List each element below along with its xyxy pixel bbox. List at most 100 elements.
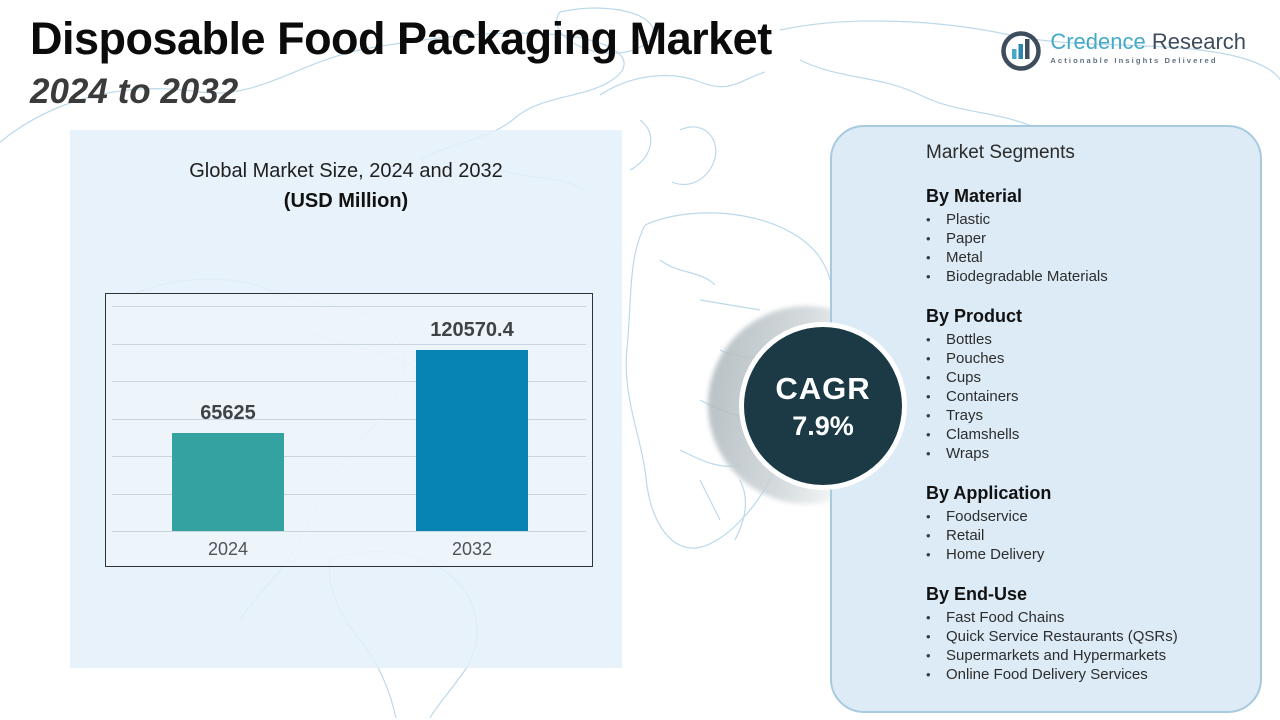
- segment-item: • Pouches: [926, 349, 1242, 368]
- logo-name: Credence Research: [1050, 30, 1246, 54]
- market-size-panel: Global Market Size, 2024 and 2032 (USD M…: [70, 130, 622, 668]
- segment-item-label: Trays: [946, 407, 983, 424]
- segment-heading: By End-Use: [926, 584, 1028, 604]
- segment-item-label: Plastic: [946, 211, 991, 228]
- segment-item-label: Quick Service Restaurants (QSRs): [946, 628, 1178, 645]
- logo-name-secondary: Research: [1151, 29, 1246, 54]
- segment-item-label: Paper: [946, 230, 987, 247]
- bullet-icon: •: [926, 610, 931, 625]
- segment-section: By Material • Plastic • Paper • Metal • Biodegra…: [926, 185, 1242, 286]
- map-africa: [625, 212, 835, 549]
- map-greenland: [556, 7, 654, 54]
- bullet-icon: •: [926, 212, 931, 227]
- gridline: [112, 456, 586, 457]
- bullet-icon: •: [926, 408, 931, 423]
- bar-2024: [172, 433, 284, 531]
- bar-chart: 65625 2024 120570.4 2032: [105, 293, 593, 567]
- segment-heading: By Application: [926, 483, 1052, 503]
- chart-plot: 65625 2024 120570.4 2032: [106, 294, 592, 566]
- segment-item: • Bottles: [926, 330, 1242, 349]
- bullet-icon: •: [926, 351, 931, 366]
- segment-item: • Containers: [926, 387, 1242, 406]
- cagr-label: CAGR: [775, 370, 871, 406]
- segment-item-label: Pouches: [946, 350, 1005, 367]
- gridline: [112, 343, 586, 345]
- segment-item-label: Cups: [946, 369, 982, 386]
- segment-item: • Trays: [926, 406, 1242, 425]
- logo-text: Credence Research Actionable Insights De…: [1050, 30, 1246, 66]
- bullet-icon: •: [926, 231, 931, 246]
- gridline: [112, 531, 586, 532]
- logo-name-primary: Credence: [1050, 29, 1146, 54]
- bullet-icon: •: [926, 370, 931, 385]
- segment-item-label: Supermarkets and Hypermarkets: [946, 647, 1167, 664]
- bullet-icon: •: [926, 269, 931, 284]
- x-axis-label: 2032: [451, 539, 493, 559]
- segment-item: • Paper: [926, 229, 1242, 248]
- cagr-badge: CAGR 7.9%: [739, 322, 907, 490]
- market-segments-panel: Market Segments By Material • Plastic • Pape…: [830, 125, 1262, 713]
- bar-2032: [416, 350, 528, 531]
- segment-item-label: Online Food Delivery Services: [946, 666, 1148, 683]
- gridline: [112, 306, 586, 307]
- map-north-america: [0, 32, 625, 161]
- segment-item: • Plastic: [926, 210, 1242, 229]
- segment-item-label: Biodegradable Materials: [946, 268, 1108, 285]
- segments-title: Market Segments: [926, 142, 1075, 163]
- bar-value-label: 65625: [200, 402, 256, 424]
- map-europe: [599, 71, 766, 186]
- segment-item-label: Fast Food Chains: [946, 609, 1065, 626]
- logo-tagline: Actionable Insights Delivered: [1050, 56, 1218, 65]
- segment-section: By End-Use • Fast Food Chains • Quick Servic…: [926, 583, 1242, 684]
- segment-item: • Biodegradable Materials: [926, 267, 1242, 286]
- gridline: [112, 493, 586, 495]
- page-title: Disposable Food Packaging Market: [30, 13, 772, 64]
- segment-item: • Home Delivery: [926, 545, 1242, 564]
- segment-item-label: Bottles: [946, 331, 992, 348]
- gridline: [112, 381, 586, 382]
- segment-section: By Application • Foodservice • Retail • Home D…: [926, 482, 1242, 564]
- segment-item-label: Metal: [946, 249, 983, 266]
- bullet-icon: •: [926, 427, 931, 442]
- segment-heading: By Product: [926, 306, 1023, 326]
- segment-item: • Metal: [926, 248, 1242, 267]
- bullet-icon: •: [926, 667, 931, 682]
- gridline: [112, 418, 586, 420]
- bullet-icon: •: [926, 528, 931, 543]
- segment-item-label: Home Delivery: [946, 546, 1045, 563]
- segment-item-label: Foodservice: [946, 508, 1028, 525]
- segment-item: • Supermarkets and Hypermarkets: [926, 646, 1242, 665]
- segments-sections: By Material • Plastic • Paper • Metal • Biodegra…: [926, 185, 1242, 684]
- bullet-icon: •: [926, 629, 931, 644]
- segment-item-label: Retail: [946, 527, 985, 544]
- bullet-icon: •: [926, 648, 931, 663]
- segment-item: • Quick Service Restaurants (QSRs): [926, 627, 1242, 646]
- chart-title: Global Market Size, 2024 and 2032: [189, 160, 503, 182]
- bullet-icon: •: [926, 509, 931, 524]
- segment-item-label: Clamshells: [946, 426, 1020, 443]
- segment-item-label: Wraps: [946, 445, 990, 462]
- segment-item: • Clamshells: [926, 425, 1242, 444]
- cagr-value: 7.9%: [792, 410, 854, 441]
- bullet-icon: •: [926, 446, 931, 461]
- brand-logo: Credence Research Actionable Insights De…: [1000, 30, 1246, 72]
- header: Disposable Food Packaging Market 2024 to…: [30, 14, 772, 112]
- chart-subtitle: (USD Million): [283, 190, 409, 212]
- segment-heading: By Material: [926, 186, 1023, 206]
- segment-item: • Online Food Delivery Services: [926, 665, 1242, 684]
- segment-section: By Product • Bottles • Pouches • Cups • Containe…: [926, 305, 1242, 463]
- segment-item: • Cups: [926, 368, 1242, 387]
- x-axis-label: 2024: [207, 539, 249, 559]
- bullet-icon: •: [926, 332, 931, 347]
- segment-item: • Retail: [926, 526, 1242, 545]
- segment-item: • Wraps: [926, 444, 1242, 463]
- bullet-icon: •: [926, 389, 931, 404]
- bullet-icon: •: [926, 547, 931, 562]
- segment-item: • Foodservice: [926, 507, 1242, 526]
- segment-item: • Fast Food Chains: [926, 608, 1242, 627]
- bullet-icon: •: [926, 250, 931, 265]
- bar-value-label: 120570.4: [430, 319, 514, 341]
- logo-bar-chart-icon: [1001, 31, 1042, 71]
- segment-item-label: Containers: [946, 388, 1019, 405]
